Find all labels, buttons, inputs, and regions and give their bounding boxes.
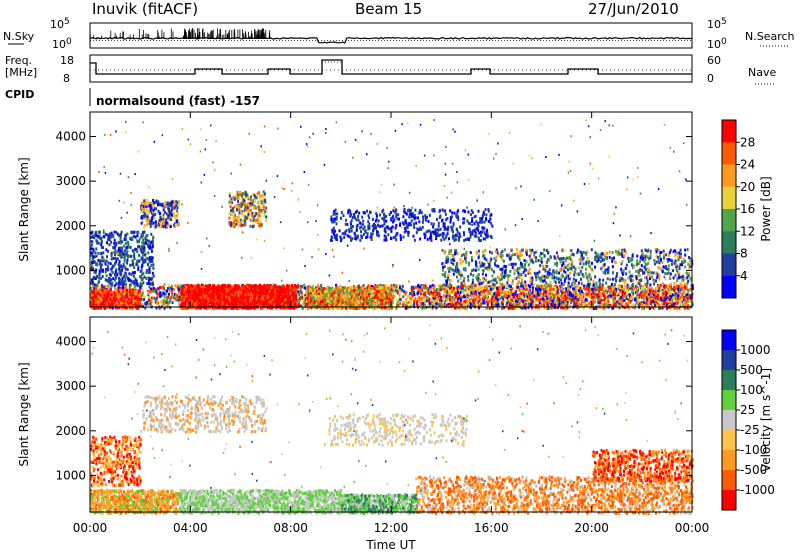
power-colorbar-label: Power [dB]: [759, 176, 773, 241]
date-title: 27/Jun/2010: [588, 0, 679, 18]
velocity-colorbar-tick-label: -100: [740, 443, 767, 457]
y-tick-label: 3000: [55, 174, 86, 188]
cpid-value: normalsound (fast) -157: [96, 94, 260, 108]
velocity-colorbar-tick-label: -500: [740, 463, 767, 477]
x-axis-label: Time UT: [365, 538, 416, 552]
nsearch-tick-label: 100: [707, 37, 727, 51]
velocity-colorbar-swatch: [722, 470, 736, 491]
station-title: Inuvik (fitACF): [92, 0, 199, 18]
nsearch-label: N.Search: [745, 30, 795, 43]
power-colorbar-tick-label: 24: [740, 158, 755, 172]
velocity-colorbar-tick-label: -1000: [740, 483, 775, 497]
velocity-colorbar-tick-label: 500: [740, 363, 763, 377]
power-colorbar-tick-label: 20: [740, 180, 755, 194]
power-colorbar-tick-label: 28: [740, 135, 755, 149]
power-colorbar-swatch: [722, 231, 736, 254]
velocity-colorbar-label: Velocity [m s^-1]: [759, 368, 773, 472]
beam-title: Beam 15: [355, 0, 423, 18]
x-tick-label: 04:00: [173, 521, 208, 535]
nsky-panel-frame: [89, 22, 693, 49]
nave-tick-label: 0: [707, 72, 714, 85]
velocity-colorbar-swatch: [722, 330, 736, 351]
x-tick-label: 12:00: [374, 521, 409, 535]
velocity-colorbar-tick-label: 1000: [740, 343, 771, 357]
nsky-tick-label: 105: [50, 17, 70, 31]
power-colorbar-swatch: [722, 164, 736, 188]
freq-tick-label: 18: [60, 54, 74, 67]
velocity-colorbar-tick-label: -25: [740, 423, 760, 437]
nsky-tick-label: 100: [52, 37, 72, 51]
power-colorbar-swatch: [722, 186, 736, 210]
velocity-colorbar-tick-label: 25: [740, 403, 755, 417]
y-tick-label: 1000: [55, 468, 86, 482]
power-colorbar-tick-label: 8: [740, 247, 748, 261]
velocity-colorbar-swatch: [722, 490, 736, 511]
y-tick-label: 1000: [55, 263, 86, 277]
x-tick-label: 16:00: [474, 521, 509, 535]
velocity-colorbar-frame: [721, 329, 737, 511]
freq-unit-label: [MHz]: [5, 66, 37, 79]
y-tick-label: 2000: [55, 424, 86, 438]
velocity-colorbar-swatch: [722, 450, 736, 471]
cpid-label: CPID: [5, 88, 34, 101]
nave-tick-label: 60: [707, 54, 721, 67]
y-tick-label: 4000: [55, 335, 86, 349]
velocity-colorbar-swatch: [722, 350, 736, 371]
freq-panel-frame: [89, 54, 693, 83]
power-panel-frame: [89, 111, 693, 308]
power-colorbar-tick-label: 12: [740, 224, 755, 238]
x-tick-label: 20:00: [574, 521, 609, 535]
freq-label: Freq.: [5, 54, 32, 67]
velocity-scatter: [90, 324, 694, 515]
power-colorbar-swatch: [722, 142, 736, 165]
velocity-colorbar-swatch: [722, 430, 736, 451]
y-tick-label: 4000: [55, 130, 86, 144]
power-colorbar-swatch: [722, 253, 736, 277]
y-tick-label: 2000: [55, 219, 86, 233]
power-colorbar-swatch: [722, 120, 736, 143]
y-axis-label: Slant Range [km]: [17, 362, 31, 466]
nsearch-tick-label: 105: [707, 17, 727, 31]
freq-trace: [90, 59, 692, 75]
nsky-label: N.Sky: [3, 30, 35, 43]
velocity-colorbar-swatch: [722, 370, 736, 391]
x-tick-label: 00:00: [73, 521, 108, 535]
power-colorbar-swatch: [722, 275, 736, 299]
freq-tick-label: 8: [63, 72, 70, 85]
velocity-colorbar-tick-label: 100: [740, 383, 763, 397]
power-colorbar-tick-label: 16: [740, 202, 755, 216]
power-colorbar-tick-label: 4: [740, 269, 748, 283]
x-tick-label: 00:00: [675, 521, 710, 535]
y-axis-label: Slant Range [km]: [17, 157, 31, 261]
y-tick-label: 3000: [55, 379, 86, 393]
velocity-colorbar-swatch: [722, 410, 736, 431]
power-colorbar-swatch: [722, 209, 736, 232]
nave-label: Nave: [748, 66, 776, 79]
x-tick-label: 08:00: [273, 521, 308, 535]
power-scatter: [90, 119, 694, 310]
velocity-colorbar-swatch: [722, 390, 736, 411]
